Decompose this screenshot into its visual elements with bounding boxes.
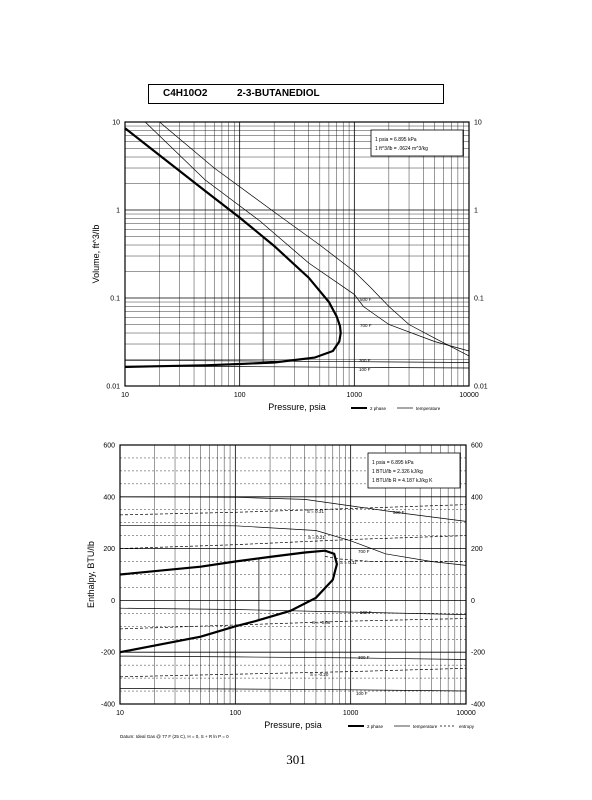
chart1-y-tick-label-right: 0.1	[474, 296, 484, 303]
chart2-y-tick-label-left: -200	[101, 650, 115, 657]
chart1-series-isotherm-2	[144, 121, 470, 352]
chart2-series-isentrope-7	[119, 504, 467, 516]
chart1-x-tick-label: 10000	[459, 392, 479, 399]
chart2-x-tick-label: 1000	[343, 710, 359, 717]
chart1-x-tick-label: 10	[121, 392, 129, 399]
chart-title-box: C4H10O2 2-3-BUTANEDIOL	[148, 84, 444, 104]
chart2-x-tick-label: 10000	[456, 710, 476, 717]
chart2-conversion-box	[367, 452, 461, 489]
chart2-y-axis-label: Enthalpy, BTU/lb	[86, 541, 96, 608]
chart2-x-tick-label: 100	[229, 710, 241, 717]
chart1-conversion-box	[370, 129, 464, 157]
chart2-series-isentrope-10	[119, 618, 467, 630]
chart1-x-tick-label: 1000	[347, 392, 363, 399]
chart1-curve-label: 500 F	[360, 297, 372, 302]
chart2-legend-label: temperature	[413, 724, 438, 729]
chart2-conversion-line: 1 BTU/lb = 2.326 kJ/kg	[372, 469, 423, 475]
chart1-y-tick-label-left: 1	[116, 208, 120, 215]
chart1-curve-label: 100 F	[359, 367, 371, 372]
chart2-series-isentrope-8	[119, 535, 467, 549]
chart2-curve-label: 300 F	[358, 655, 370, 660]
chart2-curve-label: 500 F	[360, 610, 372, 615]
chart1-curve-label: 300 F	[359, 358, 371, 363]
chart2-datum-note: Datum: Ideal Gas @ 77 F (25 C), H = 0, S…	[120, 734, 229, 739]
chart1-series-saturation-0	[124, 127, 342, 368]
chart1-y-tick-label-left: 10	[112, 120, 120, 127]
chart2-x-axis-label: Pressure, psia	[264, 720, 322, 730]
chart1-y-tick-label-right: 1	[474, 208, 478, 215]
chart2-series-isotherm-6	[119, 688, 467, 692]
chart2-curve-label: S = 0.21	[308, 535, 325, 540]
chart1-y-tick-label-right: 0.01	[474, 384, 488, 391]
chart2-y-tick-label-left: 400	[103, 494, 115, 501]
chart2-series-isotherm-5	[119, 655, 467, 660]
chart2-conversion-line: 1 BTU/lb R = 4.187 kJ/kg K	[372, 478, 433, 484]
chart2-y-tick-label-right: 600	[471, 443, 483, 450]
chart2-curve-label: S = -0.08	[312, 620, 331, 625]
chart2-y-tick-label-right: 0	[471, 598, 475, 605]
chart1-legend-label: 2 phase	[370, 406, 387, 411]
chart1-series-isotherm-4	[124, 359, 470, 363]
chart2-conversion-line: 1 psia = 6.895 kPa	[372, 460, 414, 466]
chart1-x-tick-label: 100	[234, 392, 246, 399]
chart1-y-tick-label-left: 0.1	[110, 296, 120, 303]
chart1-curve-label: 700 F	[360, 323, 372, 328]
chart1-plot-frame	[124, 121, 470, 387]
chart2-curve-label: 700 F	[358, 549, 370, 554]
chart2-y-tick-label-left: 600	[103, 443, 115, 450]
chart1-legend-label: temperature	[416, 406, 441, 411]
chart2-legend-label: entropy	[459, 724, 475, 729]
chart2-curve-label: S = 0.31	[307, 509, 324, 514]
chart2-legend-label: 2 phase	[367, 724, 384, 729]
chart2-series-isentrope-9	[325, 556, 466, 562]
page-number: 301	[286, 752, 306, 767]
chart1-y-tick-label-right: 10	[474, 120, 482, 127]
chart2-series-isotherm-2	[119, 496, 467, 522]
chart2-y-tick-label-right: 400	[471, 494, 483, 501]
chart2-y-tick-label-right: -200	[471, 650, 485, 657]
chart2-curve-label: 500 F	[393, 510, 405, 515]
chart1-conversion-line: 1 ft^3/lb = .0624 m^3/kg	[375, 146, 428, 152]
chemical-formula: C4H10O2	[163, 88, 208, 99]
chart2-series-isotherm-4	[119, 607, 467, 615]
chart2-series-isotherm-3	[119, 524, 467, 566]
chart2-series-isentrope-11	[119, 667, 467, 678]
chart1-y-axis-label: Volume, ft^3/lb	[91, 225, 101, 284]
chart2-curve-label: S = 0.11	[340, 560, 357, 565]
chart2-y-tick-label-left: -400	[101, 702, 115, 709]
chart1-series-isotherm-5	[124, 365, 470, 369]
chart2-curve-label: S = -0.20	[310, 672, 329, 677]
chart2-x-tick-label: 10	[116, 710, 124, 717]
chart2-curve-label: 100 F	[356, 691, 368, 696]
chart1-x-axis-label: Pressure, psia	[268, 402, 326, 412]
chart1-series-isotherm-3	[159, 121, 470, 357]
chart2-series-saturation-0	[119, 549, 339, 654]
chart1-y-tick-label-left: 0.01	[106, 384, 120, 391]
chart2-y-tick-label-left: 0	[111, 598, 115, 605]
chart2-y-tick-label-right: 200	[471, 546, 483, 553]
chart1-conversion-line: 1 psia = 6.895 kPa	[375, 137, 417, 143]
chart2-y-tick-label-left: 200	[103, 546, 115, 553]
chemical-name: 2-3-BUTANEDIOL	[237, 88, 320, 99]
chart2-y-tick-label-right: -400	[471, 702, 485, 709]
